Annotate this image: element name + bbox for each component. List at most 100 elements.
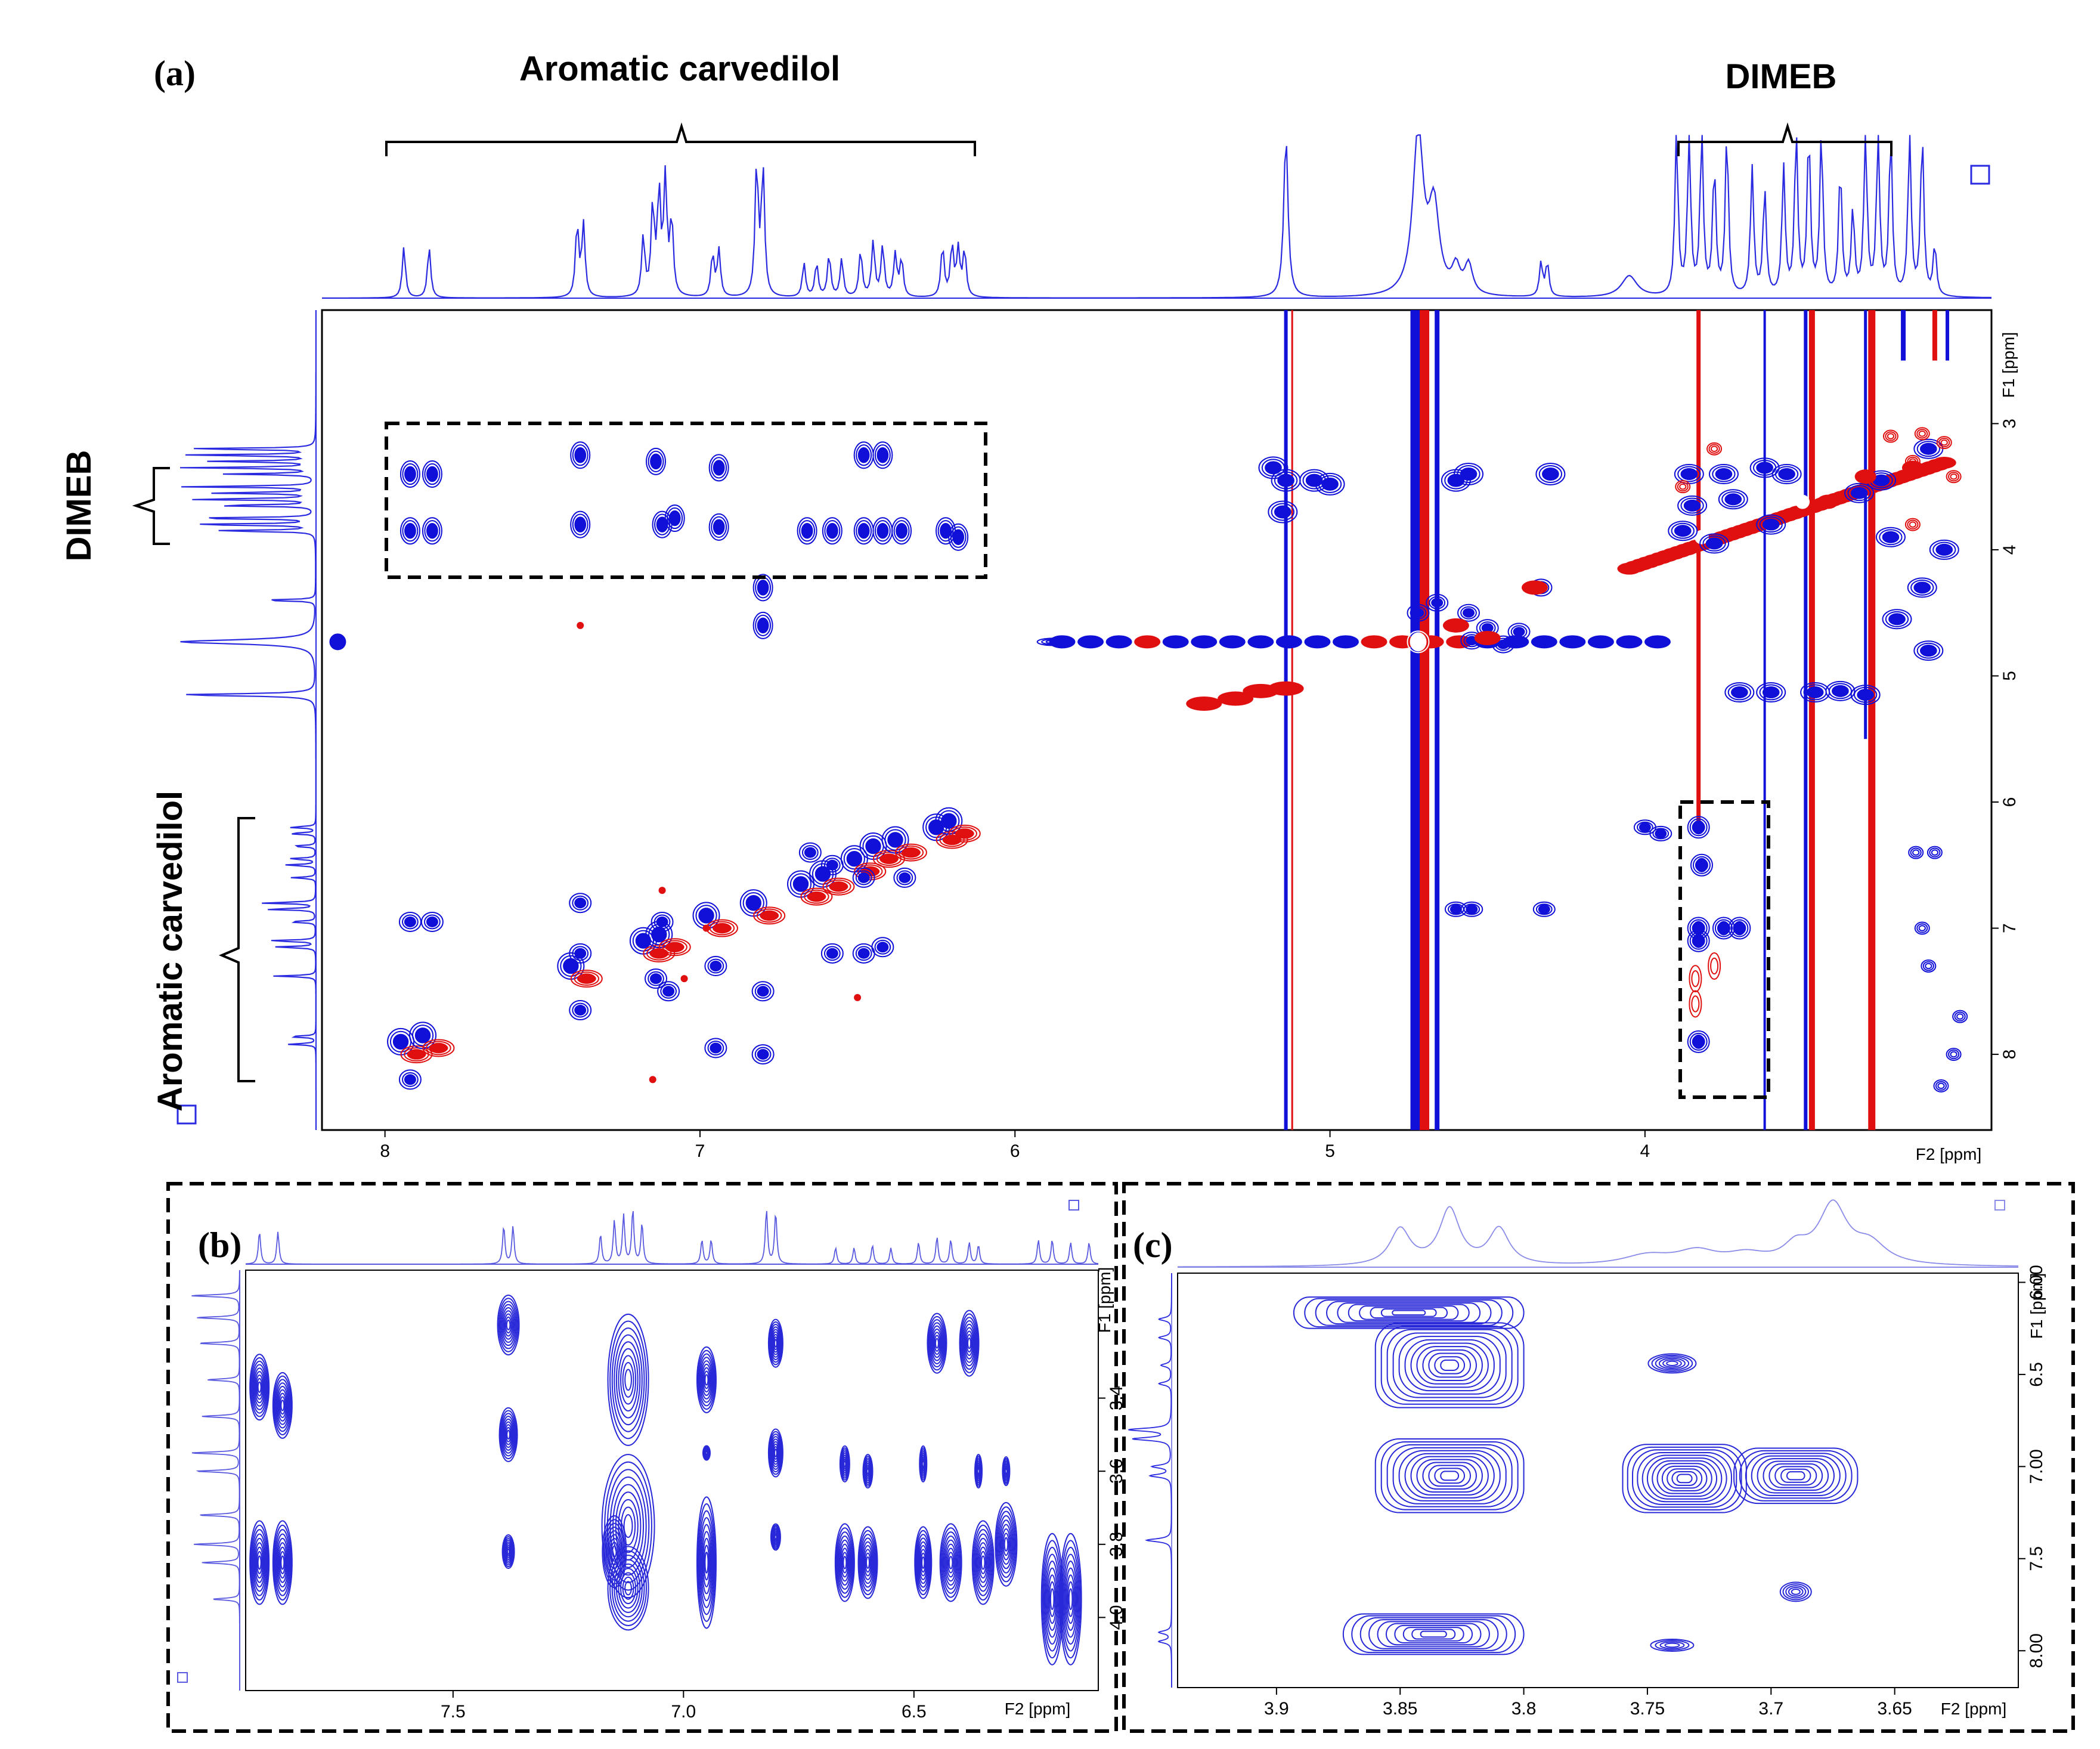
panel-a-f2-unit: F2 [ppm]: [1916, 1145, 1981, 1163]
anomeric-cross-peak: [1278, 475, 1294, 487]
intermolecular-cross-peak: [714, 519, 724, 535]
intermolecular-cross-peak: [859, 523, 869, 538]
y-tick-label: 3: [2000, 419, 2020, 429]
aromatic-cross-peak: [854, 994, 861, 1001]
cross-peak: [1376, 1439, 1524, 1513]
panel-b-f1-unit: F1 [ppm]: [1095, 1267, 1114, 1333]
small-square-icon: [1069, 1200, 1079, 1210]
dimeb-streak: [1946, 310, 1949, 361]
intermolecular-cross-peak: [1693, 1035, 1705, 1049]
cross-peak: [1421, 1632, 1447, 1637]
intermolecular-cross-peak: [758, 618, 769, 633]
intermolecular-cross-peak: [1693, 820, 1705, 834]
hdo-row-peak: [1247, 635, 1274, 648]
panel-a-x-axis: 87654: [380, 1130, 1650, 1161]
aromatic-diagonal: [699, 908, 714, 923]
intermolecular-cross-peak: [405, 523, 416, 538]
cross-peak: [1435, 1468, 1464, 1483]
intermolecular-cross-peak: [827, 523, 838, 538]
dimeb-cross-peak: [1914, 581, 1931, 593]
dimeb-cross-peak: [1932, 850, 1938, 855]
aromatic-diagonal: [794, 877, 808, 891]
cross-peak: [1647, 1458, 1721, 1499]
cross-peak: [978, 1469, 980, 1474]
intermolecular-cross-peak: [859, 447, 869, 463]
cross-peak: [1386, 1624, 1481, 1645]
aromatic-diagonal: [636, 934, 651, 948]
panel-a-left-1d-spectrum: [180, 310, 316, 1130]
cross-peak: [1513, 627, 1525, 636]
dimeb-cross-peak: [1910, 522, 1916, 527]
top-projection-trace: [322, 135, 1991, 298]
y-tick-label: 5: [2000, 671, 2020, 681]
aromatic-diagonal: [407, 1050, 426, 1059]
x-tick-label: 8: [380, 1141, 390, 1161]
x-tick-label: 7.5: [441, 1702, 466, 1722]
cross-peak: [1463, 608, 1475, 618]
intermolecular-cross-peak: [1692, 996, 1699, 1011]
left-label-aromatic-carvedilol: Aromatic carvedilol: [151, 791, 190, 1112]
cross-peak: [1382, 1442, 1518, 1510]
dimeb-streak: [1804, 310, 1807, 1130]
x-tick-label: 5: [1325, 1141, 1335, 1161]
aromatic-diagonal: [888, 832, 903, 847]
intermolecular-cross-peak: [877, 447, 888, 463]
hdo-row-peak: [1106, 635, 1132, 648]
dimeb-cross-peak: [1941, 440, 1947, 445]
dimeb-diagonal: [1902, 460, 1924, 475]
anomeric-cross-peak: [1322, 478, 1339, 490]
aromatic-cross-peak: [826, 860, 838, 871]
hdo-row-peak: [1559, 635, 1585, 648]
aromatic-cross-peak: [404, 1074, 416, 1085]
dimeb-cross-peak: [1681, 468, 1698, 480]
x-tick-label: 6: [1010, 1141, 1020, 1161]
aromatic-cross-peak: [757, 1049, 769, 1060]
aromatic-cross-peak: [681, 975, 688, 982]
cross-peak: [705, 1552, 708, 1573]
cross-peak: [617, 1564, 640, 1612]
hdo-row-peak: [1134, 635, 1160, 648]
intermolecular-cross-peak: [575, 447, 586, 463]
cross-peak: [610, 1321, 646, 1438]
aromatic-cross-peak: [710, 961, 721, 971]
anomeric-streak: [1284, 310, 1288, 1130]
intermolecular-cross-peak: [802, 523, 813, 538]
cross-peak: [1655, 829, 1667, 838]
hdo-row-peak: [1219, 635, 1246, 648]
panel-c-left-1d-spectrum: [1128, 1273, 1172, 1688]
y-tick-label: 6.5: [2027, 1362, 2046, 1387]
left-projection-trace: [191, 1270, 240, 1691]
dimeb-cross-peak: [1882, 531, 1899, 543]
hdo-row-peak: [1644, 635, 1671, 648]
intermolecular-cross-peak: [1693, 934, 1705, 948]
dimeb-cross-peak: [1725, 493, 1742, 505]
cross-peak: [866, 1557, 869, 1568]
cross-peak: [968, 1338, 971, 1348]
cross-peak: [844, 1461, 845, 1466]
dimeb-cross-peak: [1920, 443, 1937, 455]
dimeb-diagonal: [1932, 457, 1956, 469]
dimeb-cross-peak: [1851, 487, 1867, 499]
cross-peak: [775, 1339, 777, 1347]
cross-peak: [507, 1320, 510, 1330]
aromatic-cross-peak: [876, 942, 888, 952]
dimeb-cross-peak: [1950, 1052, 1956, 1057]
cross-peak: [1005, 1538, 1008, 1551]
hdo-streak: [1435, 310, 1439, 1130]
left-projection-trace: [180, 310, 316, 1130]
panel-c-frame: [1178, 1273, 2018, 1688]
cross-peak: [1069, 1589, 1073, 1609]
dimeb-cross-peak: [1674, 525, 1691, 537]
aromatic-cross-peak: [656, 917, 668, 927]
panel-b-left-1d-spectrum: [191, 1270, 240, 1691]
cross-peak: [617, 1342, 640, 1417]
dimeb-cross-peak: [1731, 686, 1748, 698]
top-projection-trace: [246, 1211, 1098, 1264]
cross-peak: [1412, 608, 1424, 618]
intermolecular-cross-peak: [896, 523, 907, 538]
dimeb-diagonal: [1855, 469, 1876, 484]
aromatic-diagonal: [829, 882, 848, 891]
cross-peak: [1667, 1361, 1677, 1366]
panel-a-label: (a): [154, 54, 196, 93]
panel-a-f1-unit: F1 [ppm]: [1999, 332, 2018, 398]
